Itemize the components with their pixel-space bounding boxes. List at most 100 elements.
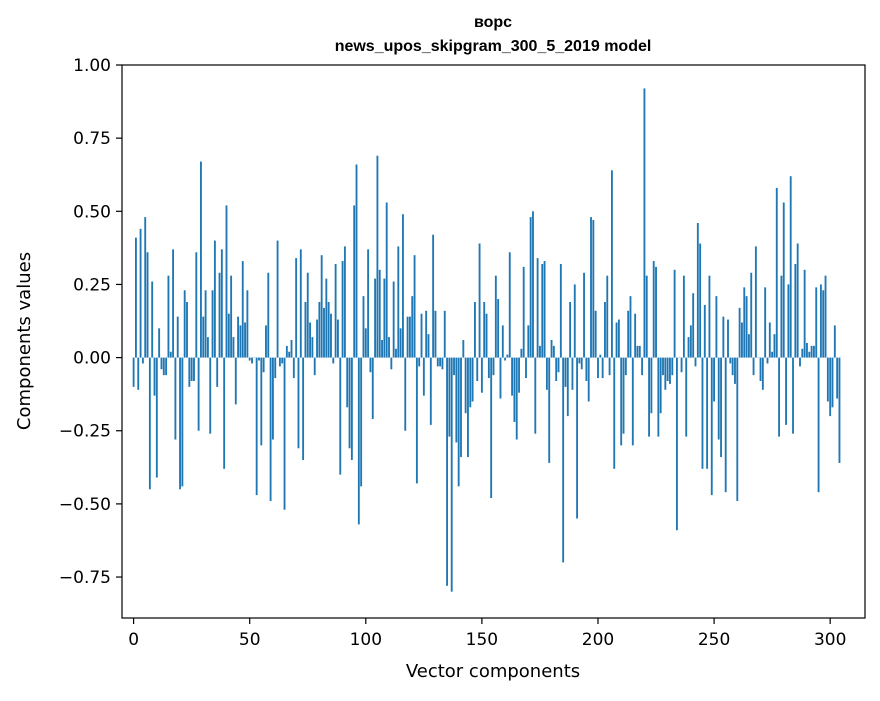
bar [746, 296, 748, 357]
bar [256, 358, 258, 496]
bar [827, 358, 829, 402]
bar [397, 246, 399, 357]
bar [367, 249, 369, 357]
bar [532, 211, 534, 357]
bar [430, 358, 432, 425]
bar [393, 282, 395, 358]
bar [565, 358, 567, 387]
y-tick-label: −0.25 [59, 422, 111, 442]
bar [822, 290, 824, 357]
bar [360, 358, 362, 487]
bar [541, 264, 543, 358]
bar [653, 261, 655, 358]
bar [467, 358, 469, 457]
bar [388, 337, 390, 357]
bar [363, 296, 365, 357]
bar [147, 252, 149, 357]
bar [305, 302, 307, 358]
bar [286, 346, 288, 358]
bar [634, 314, 636, 358]
bar [437, 358, 439, 367]
bar [460, 358, 462, 457]
bar [750, 273, 752, 358]
bar [592, 220, 594, 358]
bar [205, 290, 207, 357]
bar [316, 320, 318, 358]
bar [548, 358, 550, 463]
bar [200, 162, 202, 358]
bar [295, 258, 297, 357]
bar [409, 317, 411, 358]
bar [811, 346, 813, 358]
bar [249, 358, 251, 361]
bar [330, 314, 332, 358]
bar [692, 293, 694, 357]
bar [140, 229, 142, 358]
bar [734, 358, 736, 384]
bar [221, 249, 223, 357]
bar [407, 317, 409, 358]
bar [346, 358, 348, 408]
bar [314, 358, 316, 376]
bar [135, 238, 137, 358]
bar [836, 358, 838, 399]
bar [704, 305, 706, 358]
bar [209, 358, 211, 434]
bar [228, 314, 230, 358]
bar [441, 358, 443, 370]
bar [328, 302, 330, 358]
bar [284, 358, 286, 510]
bar [337, 320, 339, 358]
bar [660, 358, 662, 414]
bar [172, 249, 174, 357]
bar [383, 279, 385, 358]
bar [321, 255, 323, 357]
bar [769, 322, 771, 357]
bar [667, 358, 669, 381]
bar [669, 358, 671, 384]
bar [590, 217, 592, 357]
bar [133, 358, 135, 387]
bar [832, 358, 834, 408]
bar [578, 358, 580, 364]
bar [555, 358, 557, 381]
bar [574, 284, 576, 357]
y-tick-label: 0.50 [73, 202, 111, 222]
bar [546, 358, 548, 390]
bar [444, 311, 446, 358]
bar [616, 322, 618, 357]
bar [583, 273, 585, 358]
bar [244, 322, 246, 357]
bar [618, 320, 620, 358]
bar [743, 287, 745, 357]
bar [585, 358, 587, 381]
bar [581, 358, 583, 370]
bar [223, 358, 225, 469]
bar [544, 261, 546, 358]
bar [825, 276, 827, 358]
bar [191, 358, 193, 381]
y-tick-label: 0.00 [73, 349, 111, 369]
bar [216, 358, 218, 387]
bar [472, 358, 474, 402]
bar [560, 264, 562, 358]
bar [551, 340, 553, 358]
bar [242, 261, 244, 358]
bar [553, 346, 555, 358]
bar [706, 358, 708, 469]
bar [688, 337, 690, 357]
bar [760, 358, 762, 381]
y-tick-label: −0.75 [59, 568, 111, 588]
bar [778, 358, 780, 437]
bar [588, 358, 590, 402]
bar [251, 358, 253, 364]
bar [748, 334, 750, 357]
bar [188, 358, 190, 387]
bar [274, 358, 276, 378]
bar [813, 346, 815, 358]
bar [780, 276, 782, 358]
bar [643, 88, 645, 357]
bar [711, 358, 713, 496]
bar [797, 243, 799, 357]
bar [702, 358, 704, 469]
